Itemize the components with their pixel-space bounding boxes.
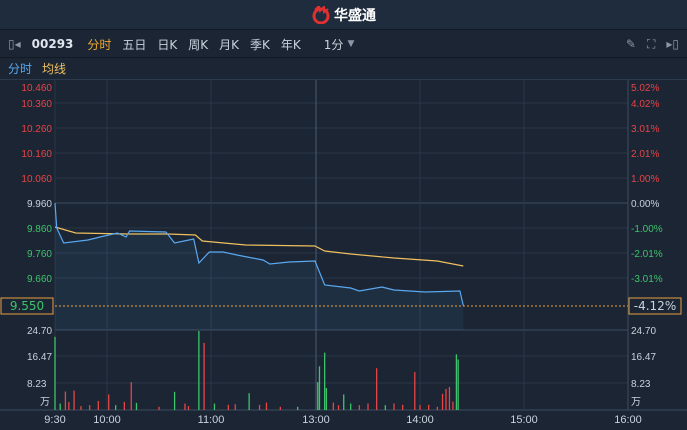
pct-tick: -1.00% <box>631 224 663 235</box>
chevron-down-icon[interactable]: ▼ <box>347 39 355 49</box>
period-tab-5day[interactable]: 五日 <box>122 37 147 52</box>
indicator-tabs: 分时 均线 <box>0 58 687 80</box>
volume-tick: 24.70 <box>27 326 52 337</box>
brand-name: 华盛通 <box>334 7 376 24</box>
current-price-box <box>0 297 54 315</box>
time-tick: 10:00 <box>93 414 121 426</box>
pct-tick: -3.01% <box>631 274 663 285</box>
volume-tick: 8.23 <box>27 379 47 390</box>
volume-bars <box>54 330 459 410</box>
price-line <box>54 202 464 306</box>
stock-symbol: 00293 <box>31 37 74 51</box>
volume-tick: 16.47 <box>27 352 52 363</box>
period-tab-quarter[interactable]: 季K <box>250 37 270 52</box>
time-tick: 14:00 <box>406 414 434 426</box>
volume-unit: 万 <box>40 397 50 408</box>
time-tick: 9:30 <box>44 414 65 426</box>
collapse-left-icon[interactable]: ▯◂ <box>8 37 21 51</box>
price-tick: 10.260 <box>21 124 52 135</box>
current-pct: -4.12% <box>634 299 676 313</box>
time-tick: 13:00 <box>302 414 330 426</box>
toolbar: ▯◂ 00293 分时 五日 日K 周K 月K 季K 年K 1分 ▼ ✎ ⛶ ▸… <box>0 31 687 58</box>
interval-select[interactable]: 1分 <box>323 37 344 52</box>
current-price: 9.550 <box>10 299 44 313</box>
tab-intraday[interactable]: 分时 <box>8 62 33 76</box>
time-tick: 16:00 <box>614 414 642 426</box>
volume-unit: 万 <box>631 397 641 408</box>
price-tick: 10.060 <box>21 174 52 185</box>
price-area <box>55 203 464 330</box>
period-tab-year[interactable]: 年K <box>280 37 301 52</box>
current-pct-box <box>628 297 682 315</box>
price-tick: 9.760 <box>27 249 52 260</box>
pct-tick: -2.01% <box>631 249 663 260</box>
tab-avg-line[interactable]: 均线 <box>42 62 67 76</box>
pct-tick: 3.01% <box>631 124 659 135</box>
price-tick: 10.160 <box>21 149 52 160</box>
pct-tick: 5.02% <box>631 83 659 94</box>
huashengtong-logo-icon <box>312 5 330 24</box>
volume-tick: 16.47 <box>631 352 656 363</box>
price-tick: 10.360 <box>21 99 52 110</box>
period-tab-week[interactable]: 周K <box>188 37 209 52</box>
pct-tick: 0.00% <box>631 199 659 210</box>
period-tab-intraday[interactable]: 分时 <box>87 37 112 52</box>
pct-tick: 4.02% <box>631 99 659 110</box>
volume-tick: 8.23 <box>631 379 651 390</box>
collapse-right-icon[interactable]: ▸▯ <box>666 37 679 51</box>
brand-logo: 华盛通 <box>311 5 376 25</box>
period-tab-month[interactable]: 月K <box>219 37 240 52</box>
fullscreen-icon[interactable]: ⛶ <box>646 36 656 51</box>
period-tab-day[interactable]: 日K <box>157 37 178 52</box>
axis-labels: 10.460 5.02% 10.360 4.02% 10.260 3.01% 10.160 2… <box>21 83 662 426</box>
time-tick: 11:00 <box>198 414 225 426</box>
price-tick: 9.960 <box>27 199 52 210</box>
pct-tick: 1.00% <box>631 174 659 185</box>
price-tick: 9.860 <box>27 224 52 235</box>
time-tick: 15:00 <box>510 414 538 426</box>
volume-tick: 24.70 <box>631 326 656 337</box>
pencil-icon[interactable]: ✎ <box>625 37 636 51</box>
price-tick: 9.660 <box>27 274 52 285</box>
pct-tick: 2.01% <box>631 149 659 160</box>
app-header: 华盛通 <box>0 0 687 30</box>
price-tick: 10.460 <box>21 83 52 94</box>
